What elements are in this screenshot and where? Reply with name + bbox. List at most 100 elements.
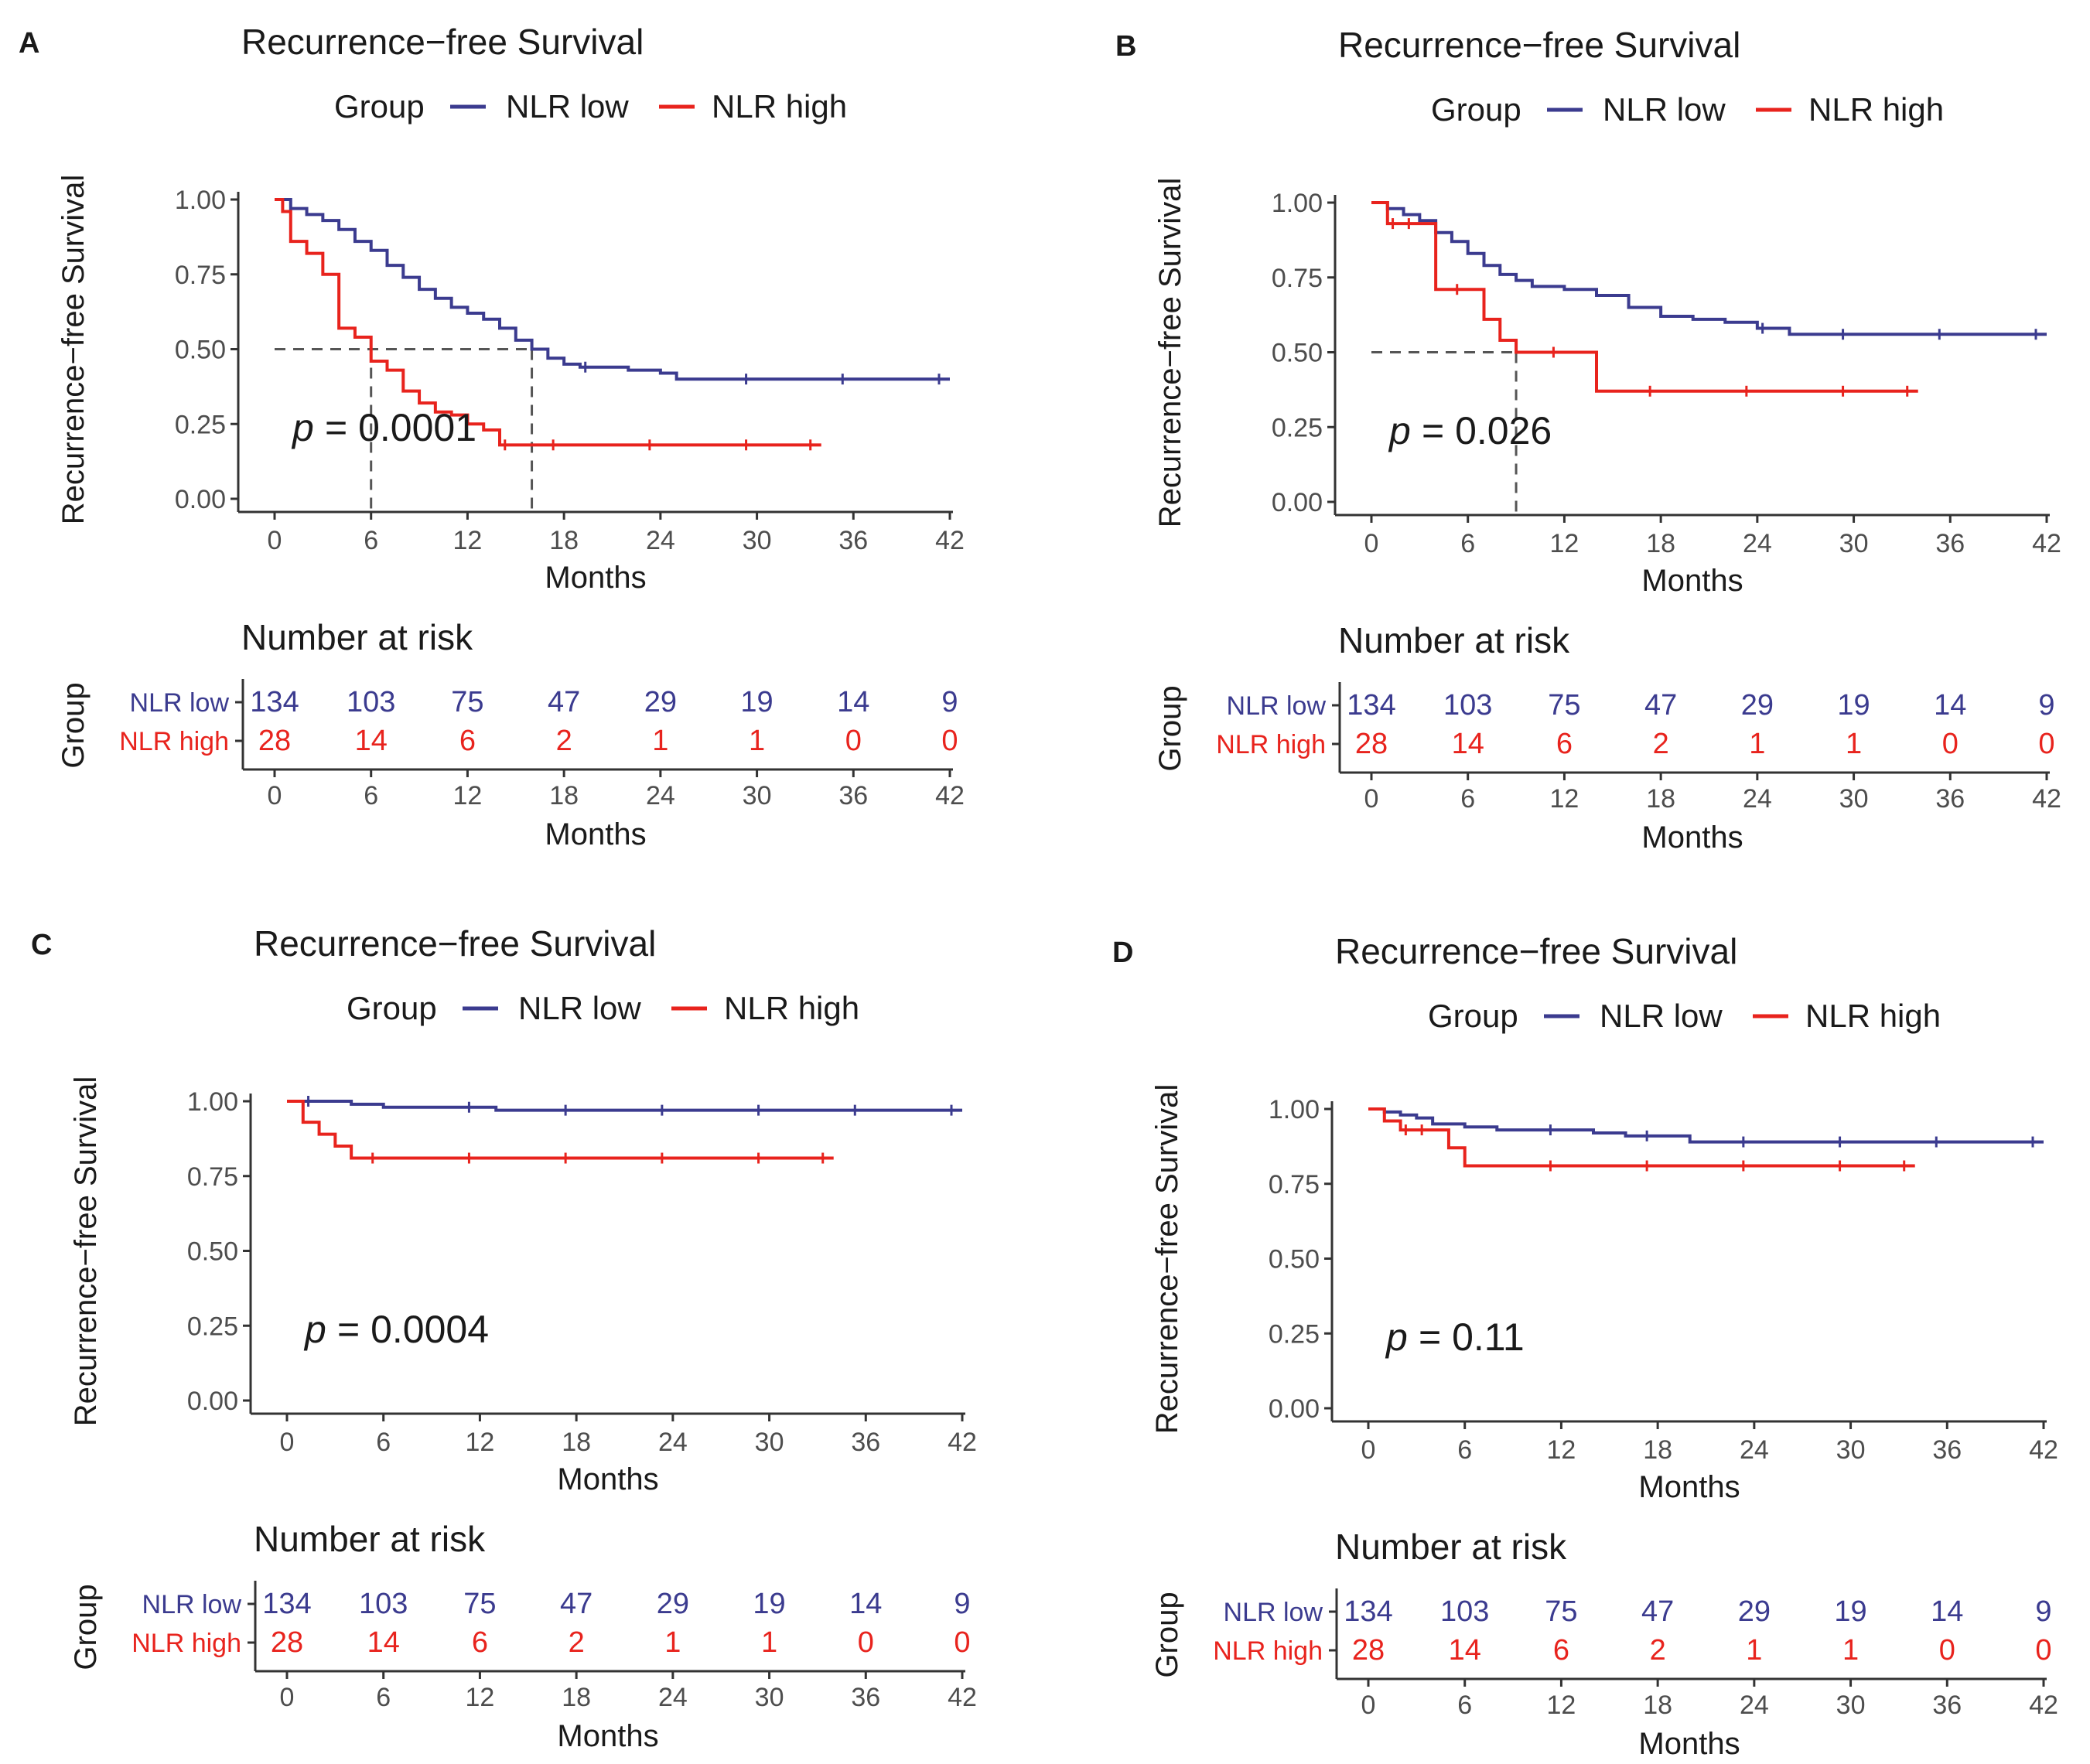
risk-count: 2 (1650, 1634, 1666, 1667)
risk-table: Number at risk NLR low 134 103 75 47 29 19 14 9 NL… (56, 617, 965, 851)
risk-count: 28 (1355, 728, 1388, 760)
y-tick-label: 0.00 (175, 485, 226, 514)
x-tick-label: 12 (453, 526, 483, 555)
legend-label-nlr-high: NLR high (1805, 998, 1941, 1034)
risk-table: Number at risk NLR low 134 103 75 47 29 19 14 9 NL… (1150, 1527, 2058, 1761)
legend-label-nlr-high: NLR high (724, 990, 859, 1026)
risk-count: 1 (1746, 1634, 1762, 1667)
risk-y-axis-label: Group (1153, 685, 1187, 771)
risk-count: 14 (355, 725, 388, 757)
risk-count: 14 (367, 1626, 400, 1659)
legend: Group NLR low NLR high (1431, 91, 1944, 128)
risk-row-label: NLR high (1216, 730, 1326, 759)
risk-count: 14 (1931, 1595, 1963, 1628)
risk-x-axis-label: Months (1638, 1727, 1740, 1761)
panel-letter: C (31, 929, 52, 961)
risk-count: 14 (1934, 689, 1966, 722)
legend: Group NLR low NLR high (1428, 998, 1941, 1034)
risk-x-tick-label: 18 (1643, 1691, 1672, 1720)
risk-table: Number at risk NLR low 134 103 75 47 29 19 14 9 NL… (1153, 620, 2061, 855)
risk-count: 6 (1556, 728, 1573, 760)
p-value: = 0.026 (1422, 409, 1552, 452)
x-tick-label: 18 (1643, 1435, 1672, 1465)
x-tick-label: 36 (851, 1428, 880, 1457)
series-line-nlr-high (1368, 1107, 1915, 1168)
risk-x-axis-label: Months (545, 817, 646, 851)
panel-c: C Recurrence−free Survival Group NLR low NLR… (31, 923, 977, 1753)
x-tick-label: 30 (1836, 1435, 1866, 1465)
risk-x-tick-label: 0 (1364, 784, 1379, 814)
x-tick-label: 30 (743, 526, 772, 555)
risk-count: 28 (271, 1626, 303, 1659)
risk-count: 103 (359, 1588, 408, 1620)
legend-title: Group (347, 990, 437, 1026)
chart-title: Recurrence−free Survival (1338, 25, 1740, 65)
risk-x-tick-label: 24 (658, 1683, 688, 1712)
legend-label-nlr-low: NLR low (506, 88, 629, 125)
risk-x-tick-label: 0 (1361, 1691, 1376, 1720)
risk-x-tick-label: 6 (1460, 784, 1475, 814)
p-value: = 0.0001 (325, 406, 476, 449)
risk-count: 47 (1644, 689, 1677, 722)
x-tick-label: 6 (376, 1428, 391, 1457)
risk-count: 47 (1641, 1595, 1674, 1628)
x-tick-label: 12 (1550, 529, 1579, 558)
x-tick-label: 24 (1740, 1435, 1769, 1465)
y-axis-label: Recurrence−free Survival (1150, 1084, 1184, 1434)
risk-count: 6 (1553, 1634, 1569, 1667)
risk-count: 0 (941, 725, 958, 757)
p-value-label: p (291, 406, 314, 449)
x-tick-label: 36 (1935, 529, 1965, 558)
risk-count: 75 (1545, 1595, 1577, 1628)
risk-x-tick-label: 36 (1932, 1691, 1962, 1720)
y-tick-label: 0.25 (175, 410, 226, 439)
risk-count: 14 (1449, 1634, 1481, 1667)
y-tick-label: 0.50 (1269, 1245, 1320, 1274)
series-line-nlr-low (275, 198, 950, 381)
risk-x-tick-label: 0 (280, 1683, 295, 1712)
x-tick-label: 6 (1460, 529, 1475, 558)
risk-count: 29 (657, 1588, 689, 1620)
y-tick-label: 0.25 (1269, 1319, 1320, 1349)
x-tick-label: 12 (1547, 1435, 1576, 1465)
panel-letter: B (1115, 30, 1136, 63)
risk-count: 14 (1452, 728, 1484, 760)
y-tick-label: 0.00 (187, 1387, 238, 1416)
x-axis-label: Months (1641, 564, 1743, 598)
risk-count: 103 (1443, 689, 1492, 722)
legend-label-nlr-high: NLR high (1808, 91, 1944, 128)
risk-count: 29 (644, 686, 677, 718)
y-axis-label: Recurrence−free Survival (56, 175, 90, 524)
risk-count: 19 (740, 686, 773, 718)
risk-table-title: Number at risk (1338, 620, 1570, 660)
risk-row-label: NLR low (130, 688, 230, 718)
x-tick-label: 36 (838, 526, 868, 555)
panel-b: B Recurrence−free Survival Group NLR low NLR… (1115, 25, 2061, 855)
x-tick-label: 12 (466, 1428, 495, 1457)
risk-count: 0 (858, 1626, 874, 1659)
x-tick-label: 18 (1646, 529, 1675, 558)
risk-count: 47 (548, 686, 580, 718)
x-tick-label: 0 (1361, 1435, 1376, 1465)
risk-count: 134 (1344, 1595, 1392, 1628)
risk-count: 9 (2035, 1595, 2051, 1628)
risk-x-tick-label: 12 (466, 1683, 495, 1712)
y-tick-label: 0.75 (175, 261, 226, 290)
y-tick-label: 0.75 (1269, 1170, 1320, 1199)
risk-row-label: NLR low (1227, 691, 1327, 721)
x-tick-label: 24 (1743, 529, 1772, 558)
risk-count: 29 (1741, 689, 1774, 722)
risk-count: 75 (1548, 689, 1580, 722)
risk-table-title: Number at risk (254, 1519, 486, 1559)
risk-count: 1 (664, 1626, 681, 1659)
risk-x-tick-label: 42 (948, 1683, 977, 1712)
risk-count: 0 (1939, 1634, 1955, 1667)
risk-row-label: NLR high (119, 727, 229, 756)
y-tick-label: 0.75 (1272, 264, 1323, 293)
legend-title: Group (1431, 91, 1521, 128)
risk-x-tick-label: 24 (1743, 784, 1772, 814)
x-tick-label: 24 (658, 1428, 688, 1457)
legend-label-nlr-low: NLR low (518, 990, 641, 1026)
x-tick-label: 18 (562, 1428, 591, 1457)
